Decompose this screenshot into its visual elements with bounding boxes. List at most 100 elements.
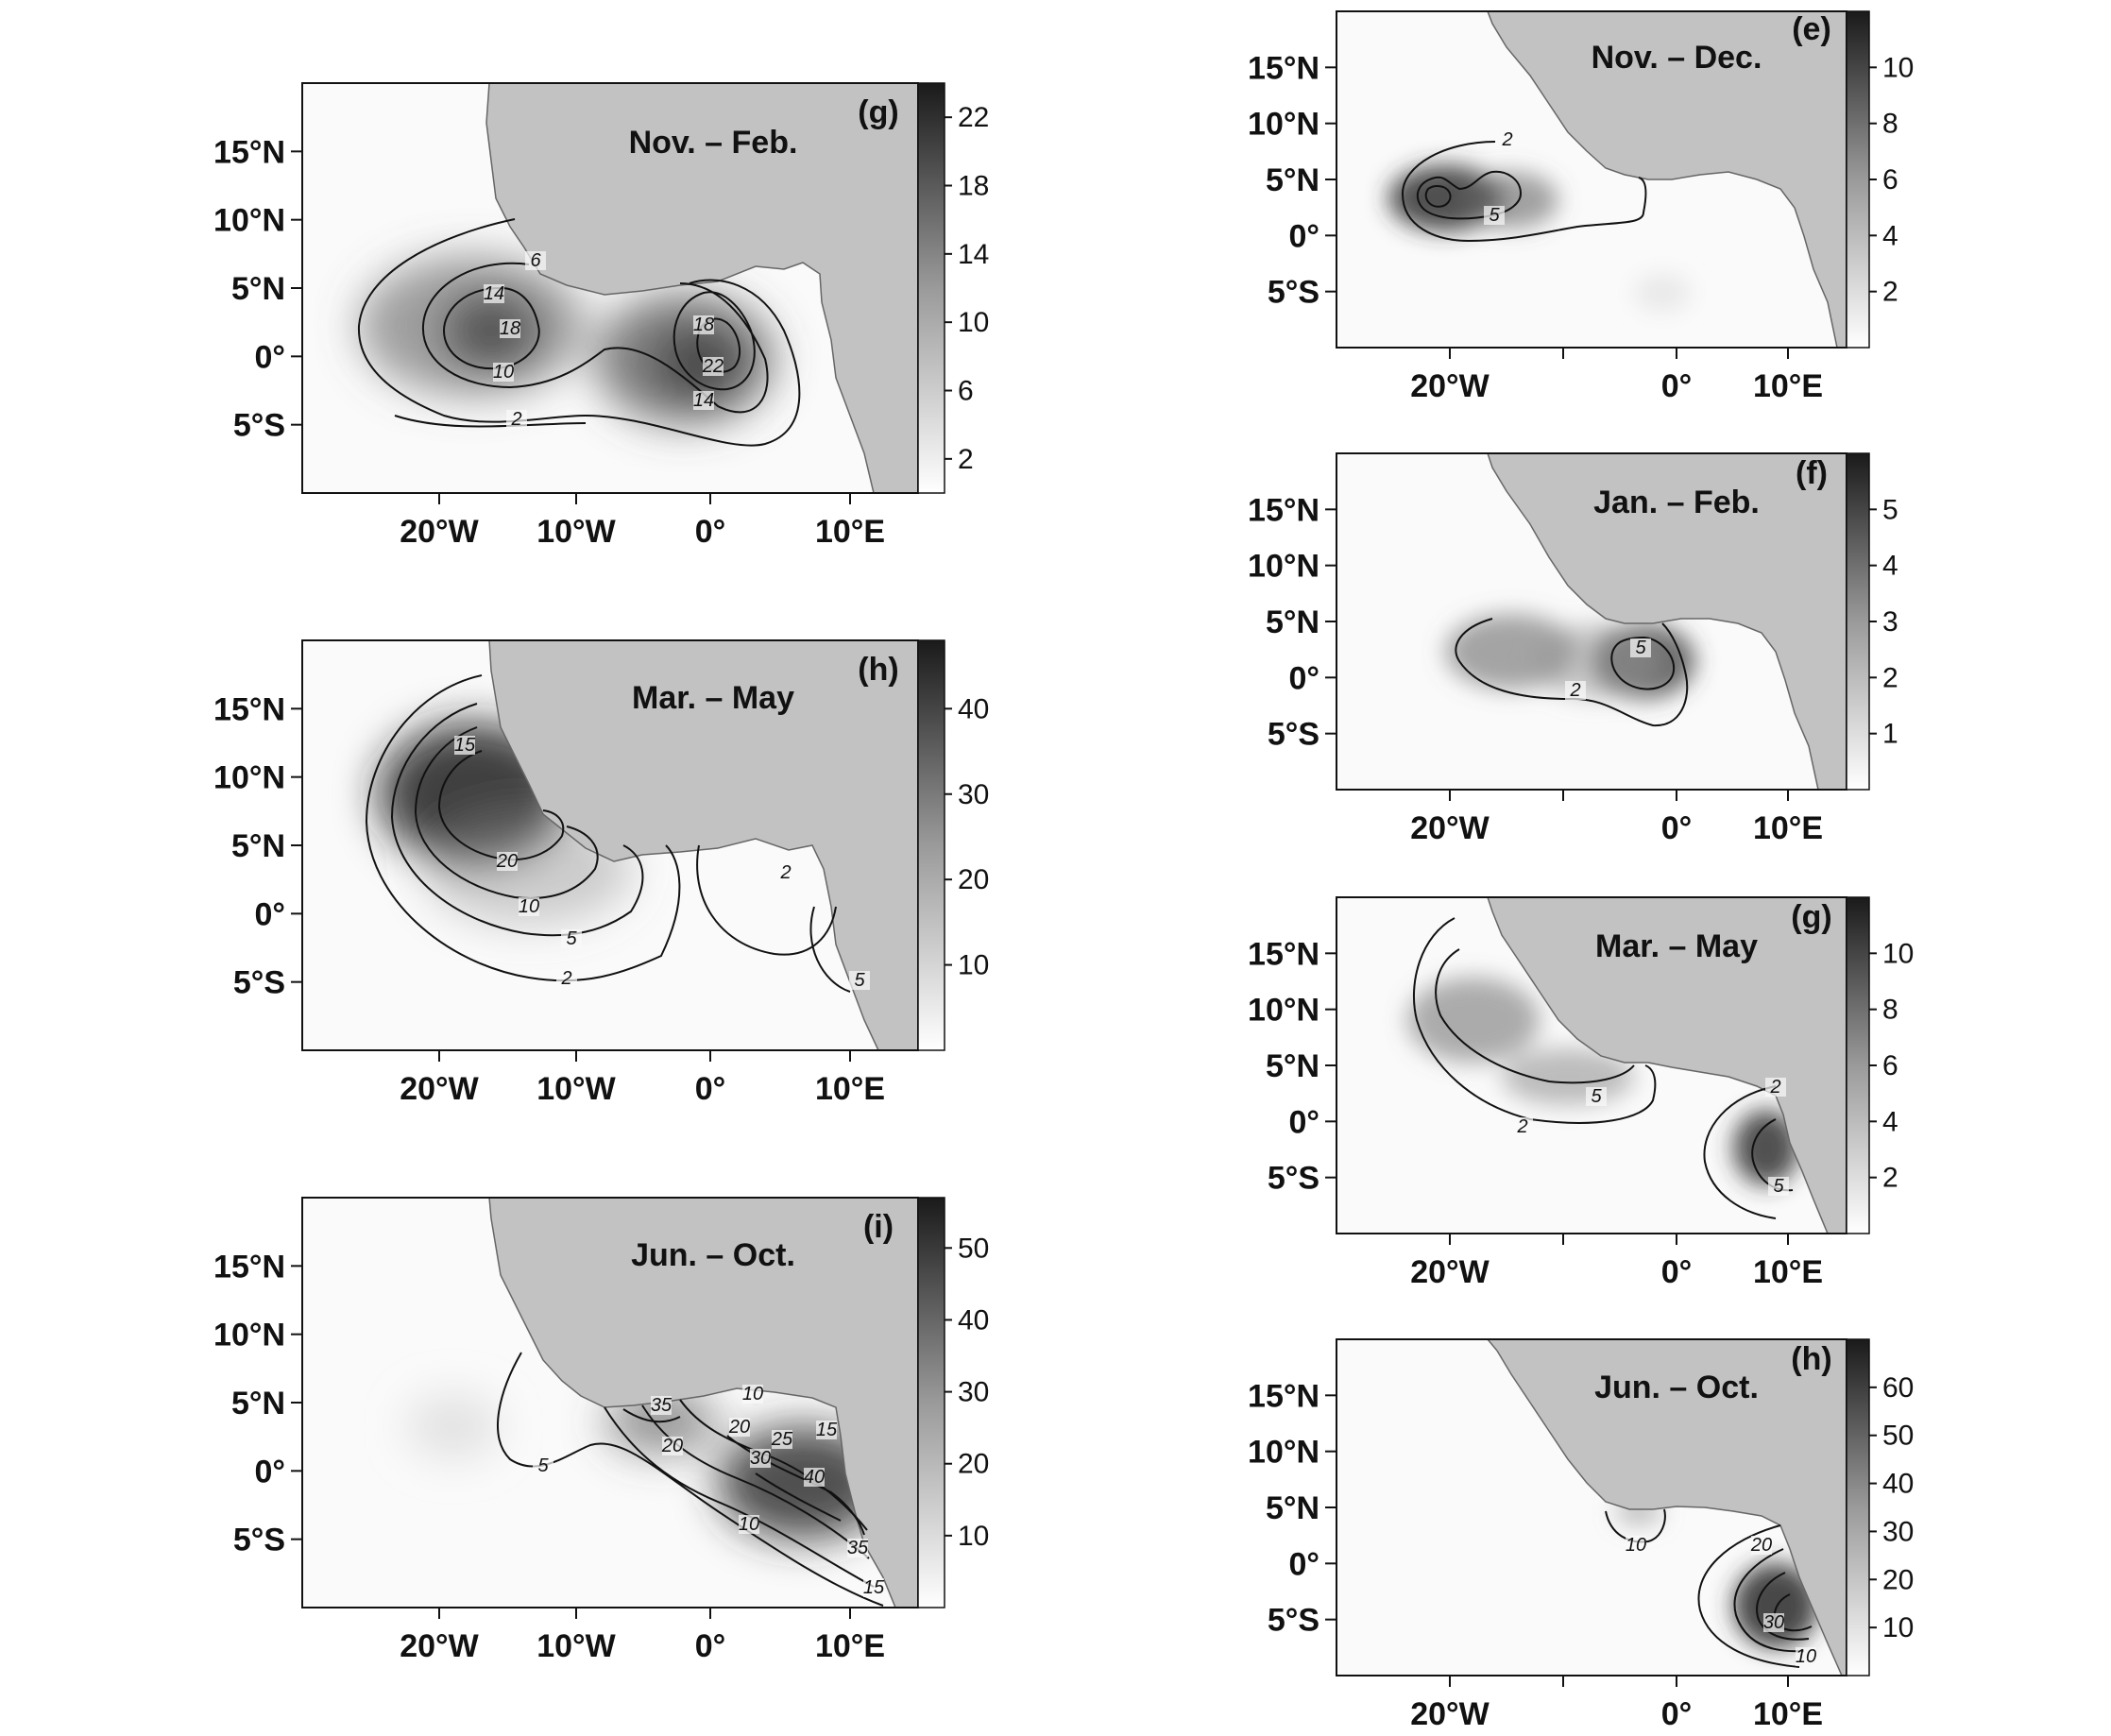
lat-tick-label: 0° bbox=[1288, 218, 1319, 254]
colorbar bbox=[1846, 1338, 1870, 1676]
lon-tick-label: 10°W bbox=[536, 1071, 616, 1107]
panel-title: Mar. – May bbox=[632, 680, 794, 716]
contour-label-bg bbox=[742, 1385, 763, 1404]
lon-tick-label: 0° bbox=[695, 1071, 726, 1107]
colorbar-tick-label: 4 bbox=[1882, 551, 1898, 582]
contour-label-bg bbox=[556, 969, 577, 988]
contour-label: 5 bbox=[854, 970, 865, 991]
colorbar-tick-label: 6 bbox=[1882, 164, 1898, 196]
lat-tick-label: 10°N bbox=[1248, 107, 1319, 143]
colorbar-tick-label: 4 bbox=[1882, 1106, 1898, 1137]
panel-labels-g-left: 15°N 10°N 5°N 0° 5°S 20°W 10°W 0° 10°E Nov. – Feb… bbox=[213, 94, 989, 550]
lat-tick-label: 5°N bbox=[231, 271, 285, 307]
panel-h-right bbox=[1336, 1338, 1870, 1676]
panel-title: Jun. – Oct. bbox=[1594, 1370, 1759, 1405]
lon-tick-label: 10°E bbox=[815, 514, 885, 550]
lon-tick-label: 20°W bbox=[400, 1628, 479, 1664]
contour-label: 20 bbox=[496, 851, 518, 872]
contours bbox=[1605, 1508, 1813, 1668]
contour-label-bg bbox=[775, 863, 796, 882]
colorbar-tick-label: 10 bbox=[958, 1521, 989, 1552]
land-africa bbox=[1487, 453, 1847, 790]
contours bbox=[1455, 618, 1689, 727]
lat-tick-label: 5°S bbox=[233, 408, 285, 444]
lat-tick-label: 5°N bbox=[231, 828, 285, 864]
contour-label-bg bbox=[729, 1418, 750, 1437]
panel-letter: (f) bbox=[1796, 455, 1828, 491]
colorbar-tick-label: 10 bbox=[1882, 52, 1914, 83]
colorbar-tick-label: 30 bbox=[958, 779, 989, 810]
contour-label: 18 bbox=[500, 318, 520, 339]
contour-label-bg bbox=[500, 319, 520, 338]
lon-tick-label: 10°E bbox=[815, 1071, 885, 1107]
contour-label-bg bbox=[1626, 1536, 1646, 1555]
contour-label-bg bbox=[1796, 1647, 1816, 1666]
colorbar-tick-label: 2 bbox=[1882, 277, 1898, 308]
colorbar bbox=[1846, 452, 1870, 791]
lat-tick-label: 15°N bbox=[1248, 936, 1319, 972]
colorbar bbox=[917, 1197, 945, 1608]
lon-tick-label: 20°W bbox=[1410, 1254, 1490, 1290]
contour-label: 10 bbox=[742, 1384, 763, 1404]
colorbar bbox=[1846, 896, 1870, 1234]
contour-label: 2 bbox=[560, 968, 571, 989]
contour-label-bg bbox=[651, 1396, 672, 1415]
lon-tick-label: 10°E bbox=[1753, 1696, 1823, 1732]
colorbar-tick-label: 6 bbox=[958, 376, 974, 407]
contour-label-bg bbox=[772, 1430, 792, 1449]
colorbar-tick-label: 2 bbox=[1882, 1163, 1898, 1194]
contour-label-bg bbox=[693, 391, 714, 410]
contour-label: 2 bbox=[1769, 1077, 1780, 1098]
lat-tick-label: 15°N bbox=[1248, 1378, 1319, 1414]
colorbar-tick-label: 22 bbox=[958, 102, 989, 133]
lat-tick-label: 15°N bbox=[213, 134, 285, 170]
contour-label: 20 bbox=[1750, 1535, 1772, 1556]
colorbar-tick-label: 60 bbox=[1882, 1372, 1914, 1404]
contour-label: 2 bbox=[1516, 1116, 1527, 1137]
panel-labels-f-right: 15°N 10°N 5°N 0° 5°S 20°W 0° 10°E Jan. – Feb. (f)… bbox=[1248, 455, 1898, 846]
lon-tick-label: 0° bbox=[695, 1628, 726, 1664]
colorbar-tick-label: 14 bbox=[958, 239, 989, 270]
lat-tick-label: 10°N bbox=[1248, 1435, 1319, 1471]
contour-label-bg bbox=[1763, 1613, 1784, 1632]
contour-label: 5 bbox=[1489, 205, 1500, 226]
contour-label: 20 bbox=[728, 1417, 750, 1438]
contour-label: 30 bbox=[1763, 1612, 1784, 1633]
land-africa bbox=[488, 1198, 918, 1608]
lat-tick-label: 5°N bbox=[1266, 162, 1319, 198]
colorbar-tick-label: 20 bbox=[958, 864, 989, 895]
lon-tick-label: 0° bbox=[1661, 1696, 1693, 1732]
field-shading bbox=[1388, 165, 1691, 312]
contour-label-bg bbox=[847, 1539, 868, 1557]
panel-labels-h-right: 15°N 10°N 5°N 0° 5°S 20°W 0° 10°E Jun. – Oct. (h)… bbox=[1248, 1341, 1914, 1732]
lat-tick-label: 5°S bbox=[1268, 1161, 1319, 1197]
lon-tick-label: 20°W bbox=[400, 514, 479, 550]
lon-tick-label: 10°E bbox=[1753, 1254, 1823, 1290]
panel-labels-g-right: 15°N 10°N 5°N 0° 5°S 20°W 0° 10°E Mar. – May (g) 1… bbox=[1248, 899, 1914, 1290]
contour-label-bg bbox=[506, 410, 527, 429]
colorbar-tick-label: 5 bbox=[1882, 494, 1898, 525]
contour-label-bg bbox=[454, 736, 475, 755]
contour-label: 15 bbox=[816, 1420, 838, 1440]
panel-g-left bbox=[301, 82, 945, 494]
contour-label-bg bbox=[750, 1449, 771, 1468]
contour-label-bg bbox=[493, 363, 514, 382]
contour-label-bg bbox=[525, 251, 546, 270]
contour-label: 15 bbox=[863, 1577, 885, 1598]
contour-label-bg bbox=[816, 1421, 837, 1439]
contour-label-bg bbox=[561, 929, 582, 948]
contour-label-bg bbox=[662, 1437, 683, 1455]
panel-letter: (h) bbox=[858, 652, 898, 688]
land-africa bbox=[485, 83, 918, 493]
colorbar-tick-label: 8 bbox=[1882, 995, 1898, 1026]
contour-label: 2 bbox=[1569, 680, 1580, 701]
colorbar bbox=[1846, 10, 1870, 349]
colorbar-tick-label: 8 bbox=[1882, 109, 1898, 140]
lon-tick-label: 10°E bbox=[1753, 368, 1823, 404]
contours bbox=[365, 674, 851, 993]
colorbar-tick-label: 50 bbox=[958, 1233, 989, 1264]
contour-label-bg bbox=[1768, 1177, 1789, 1196]
lat-tick-label: 5°S bbox=[1268, 275, 1319, 311]
contour-label: 10 bbox=[1796, 1646, 1816, 1667]
